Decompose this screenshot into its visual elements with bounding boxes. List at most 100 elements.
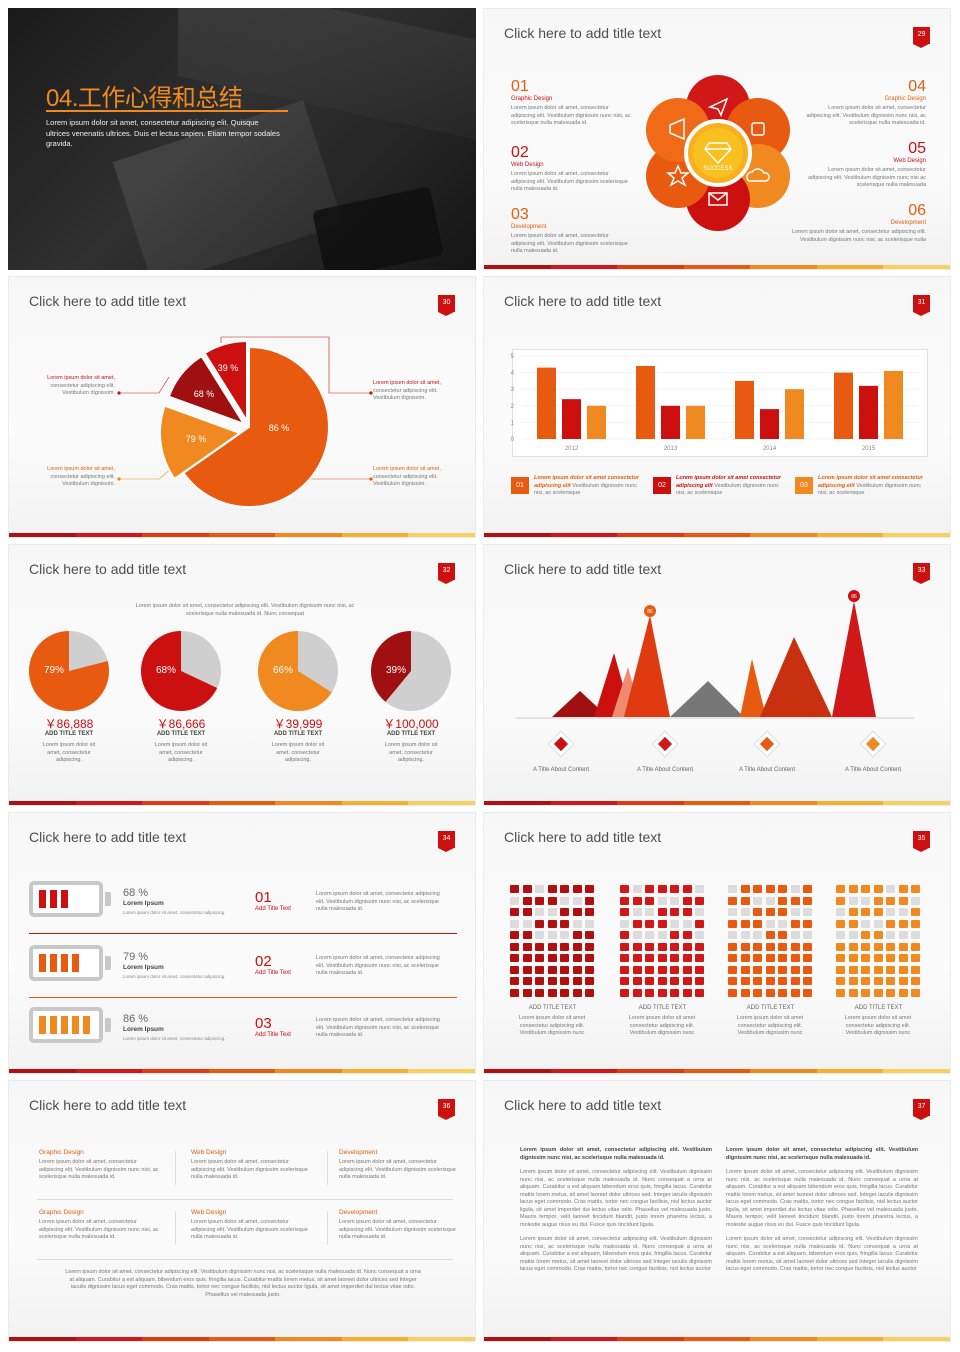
callout-left-bottom: Lorem ipsum dolor sit amet, consectetur a… [23,466,115,489]
exploded-pie-chart: 86 % 79 % 68 % 39 % [117,336,373,508]
item-text: Lorem ipsum dolor sit amet, consectetur … [384,742,438,763]
grid-dot [898,908,908,916]
grid-dot [572,919,582,928]
grid-dot [670,885,679,893]
pie-slice [203,339,248,425]
grid-dot [790,885,800,893]
grid-dot [873,919,883,928]
grid-dot [510,977,519,985]
grid-dot [670,988,679,997]
grid-dot [790,988,800,997]
mountain-chart: 86 86 [516,590,914,758]
grid-dot [585,965,594,974]
grid-divider [37,1259,453,1260]
grid-dot [670,931,679,939]
megaphone-icon [669,117,685,141]
y-tick-label: 3 [511,387,515,393]
callout-text: consectetur adipiscing elit. Vestibulum … [50,382,115,397]
grid-dot [560,965,569,974]
bar [587,405,606,439]
legend-number: 02 [653,477,671,494]
grid-dot [695,931,704,939]
grid-dot [657,965,667,974]
cell-label: Development [339,1149,378,1156]
battery-cell [61,1016,68,1034]
column-heading: Lorem ipsum dolor sit amet, consectetur … [520,1147,712,1161]
envelope-flap [708,192,728,201]
grid-dot [848,977,858,985]
item-number: 01 [511,78,529,95]
page-number: 34 [438,831,455,852]
cover-heading: 04.工作心得和总结 [46,85,243,112]
grid-dot [886,942,895,951]
pie-slice [182,345,330,508]
grid-dot [836,977,845,985]
grid-dot [765,942,775,951]
grid-dot [620,942,629,951]
pie-percent: 79% [43,665,64,676]
battery-cell [83,1016,90,1034]
grid-dot [911,896,920,905]
item-number: 06 [908,202,926,219]
page-number: 30 [438,295,455,316]
pie-label: 39 % [218,363,239,373]
value-pin [644,605,656,617]
callout-text: consectetur adipiscing elit. Vestibulum … [373,387,438,402]
slide-title: Click here to add title text [504,293,662,309]
grid-dot [657,885,667,893]
connector-dot [117,477,121,481]
grid-dot [740,919,750,928]
item-05: 05 Web Design Lorem ipsum dolor sit amet… [806,141,926,190]
grid-dot [572,977,582,985]
grid-dot [873,885,883,893]
grid-dot [560,885,569,893]
grid-dot [682,908,692,916]
grid-dot [572,885,582,893]
column-paragraph: Lorem ipsum dolor sit amet, consectetur … [520,1169,712,1228]
item-01: 01 Graphic Design Lorem ipsum dolor sit … [511,79,631,128]
grid-dot [740,965,750,974]
callout-lead: Lorem ipsum dolor sit amet, [47,466,115,472]
item-label: Development [511,224,547,230]
grid-dot [803,977,812,985]
grid-dot [535,919,544,928]
grid-dot [911,885,920,893]
grid-dot [778,977,787,985]
callout-lead: Lorem ipsum dolor sit amet, [373,380,441,386]
grid-dot [911,942,920,951]
item-number: 04 [908,78,926,95]
bar-chart: 0 1 2 3 4 5 2012 2013 2014 2015 [511,354,918,452]
grid-dot [836,931,845,939]
value-pin [848,590,860,602]
legend-number: 01 [511,477,529,494]
item-06: 06 Development Lorem ipsum dolor sit ame… [766,203,926,244]
bar [834,372,853,439]
pie-value-slice [28,631,109,711]
grid-dot [535,942,544,951]
cell-label: Web Design [191,1149,227,1156]
bottom-color-strip [484,265,950,269]
battery-tip [105,956,111,970]
grid-dot [790,954,800,962]
grid-divider [37,1199,453,1200]
grid-dot [728,919,737,928]
legend-rest: Vestibulum dignissim nunc nisi, ac scele… [676,482,780,497]
grid-dot [886,885,895,893]
grid-dot [547,965,557,974]
row-small-text: Lorem ipsum dolor sit amet, consectetur … [123,910,226,915]
grid-dot [778,965,787,974]
grid-dot [728,908,737,916]
grid-dot [898,919,908,928]
grid-dot [778,988,787,997]
grid-dot [510,942,519,951]
item-label: ADD TITLE TEXT [156,731,206,737]
grid-dot [911,931,920,939]
item-04: 04 Graphic Design Lorem ipsum dolor sit … [806,79,926,128]
cell-text: Lorem ipsum dolor sit amet, consectetur … [191,1219,308,1240]
grid-dot [572,988,582,997]
grid-dot [547,942,557,951]
grid-dot [632,896,642,905]
grid-dot [560,896,569,905]
grid-dot [898,954,908,962]
grid-dot [547,919,557,928]
